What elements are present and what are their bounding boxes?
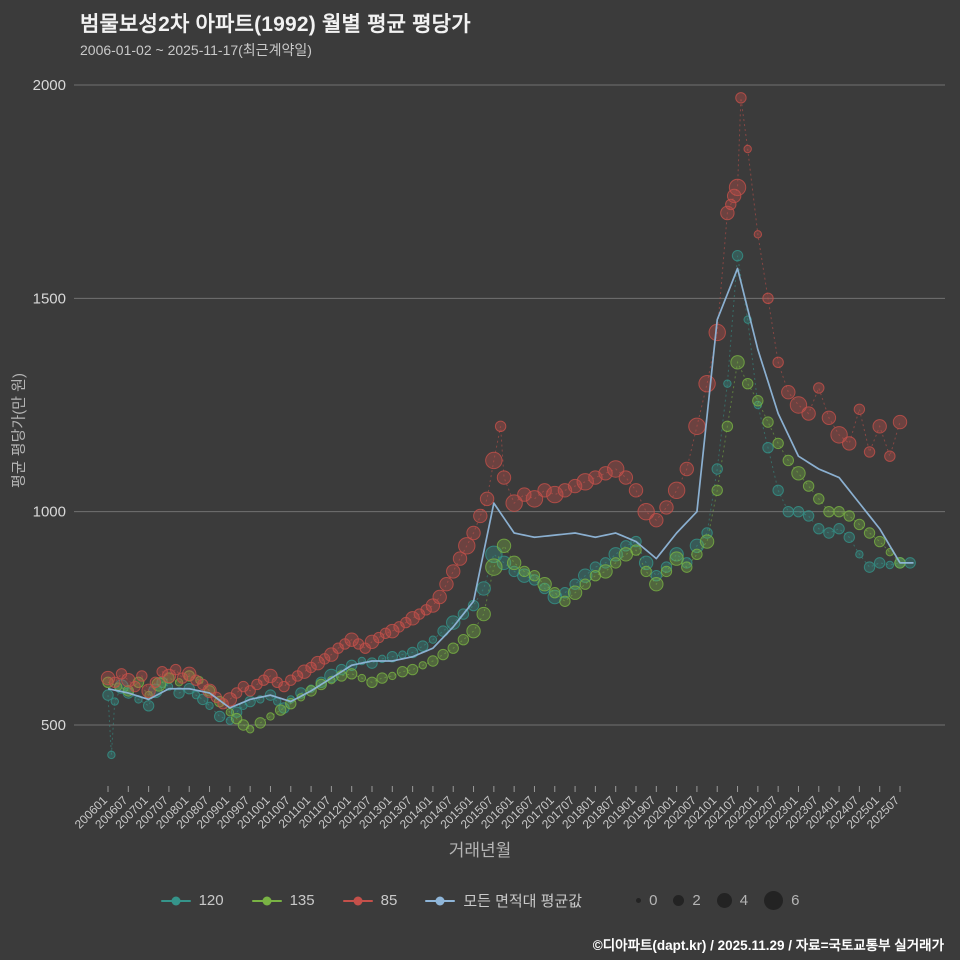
size-legend-label: 4 <box>739 892 749 909</box>
size-legend-item: 2 <box>673 892 701 909</box>
series-135-marker-icon <box>251 896 282 905</box>
legend: 120 135 85 모든 면적대 평균값 0 2 4 6 <box>0 890 960 911</box>
bubble-size-icon <box>764 891 784 910</box>
x-axis-title: 거래년월 <box>448 841 512 860</box>
svg-text:500: 500 <box>41 717 66 734</box>
size-legend-item: 4 <box>716 892 749 909</box>
size-legend-label: 2 <box>692 892 701 909</box>
legend-item-label: 120 <box>198 892 224 909</box>
legend-item-label: 85 <box>380 892 398 909</box>
legend-item-120[interactable]: 120 <box>160 892 224 909</box>
legend-item-85[interactable]: 85 <box>342 892 398 909</box>
series-85-marker-icon <box>342 896 373 905</box>
series-120-marker-icon <box>160 896 191 905</box>
size-legend-item: 0 <box>636 892 657 909</box>
legend-item-label: 모든 면적대 평균값 <box>463 893 583 910</box>
legend-item-average[interactable]: 모든 면적대 평균값 <box>425 890 582 911</box>
size-legend-item: 6 <box>764 891 799 910</box>
bubble-size-legend: 0 2 4 6 <box>636 891 799 910</box>
svg-text:2000: 2000 <box>33 77 66 94</box>
bubble-size-icon <box>673 895 685 906</box>
size-legend-label: 0 <box>649 892 658 909</box>
size-legend-label: 6 <box>791 892 800 909</box>
chart-title: 범물보성2차 아파트(1992) 월별 평균 평당가 <box>80 13 471 36</box>
legend-item-label: 135 <box>289 892 315 909</box>
chart-subtitle: 2006-01-02 ~ 2025-11-17(최근계약일) <box>80 42 312 58</box>
svg-text:1000: 1000 <box>33 504 66 521</box>
bubble-size-icon <box>716 893 732 908</box>
legend-item-135[interactable]: 135 <box>251 892 315 909</box>
svg-text:1500: 1500 <box>33 290 66 307</box>
bubble-size-icon <box>636 898 642 903</box>
footer-credit: ©디아파트(dapt.kr) / 2025.11.29 / 자료=국토교통부 실… <box>592 938 944 953</box>
y-axis-title: 평균 평당가(만 원) <box>10 373 28 488</box>
series-average-marker-icon <box>425 896 456 905</box>
